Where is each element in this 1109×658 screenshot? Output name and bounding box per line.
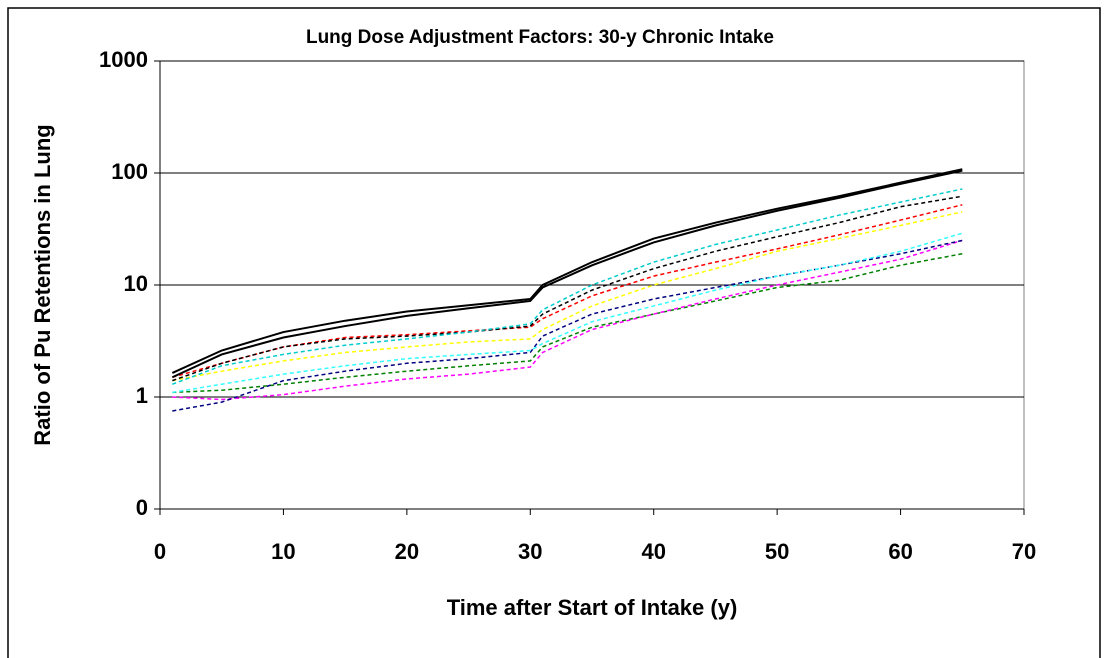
series-line [172,195,963,382]
x-tick-label: 60 [888,539,912,564]
chart-title: Lung Dose Adjustment Factors: 30-y Chron… [306,27,774,48]
series-line [171,169,963,379]
x-tick-label: 40 [641,539,665,564]
y-tick-label: 1 [136,383,148,408]
series-line [172,253,963,394]
series-line [172,239,963,412]
y-tick-label: 10 [124,271,148,296]
y-tick-label: 100 [111,159,148,184]
y-tick-label: 1000 [99,47,148,72]
y-tick-label: 0 [136,495,148,520]
x-tick-label: 70 [1012,539,1036,564]
series-line [171,168,963,374]
series-line [172,211,963,382]
series-line [172,188,963,385]
series-line [172,232,963,394]
x-tick-label: 30 [518,539,542,564]
x-tick-label: 0 [154,539,166,564]
series-line [172,239,963,401]
x-tick-label: 20 [395,539,419,564]
y-axis-title: Ratio of Pu Retentions in Lung [30,124,55,445]
x-axis-title: Time after Start of Intake (y) [447,595,738,620]
x-tick-label: 10 [271,539,295,564]
x-tick-label: 50 [765,539,789,564]
